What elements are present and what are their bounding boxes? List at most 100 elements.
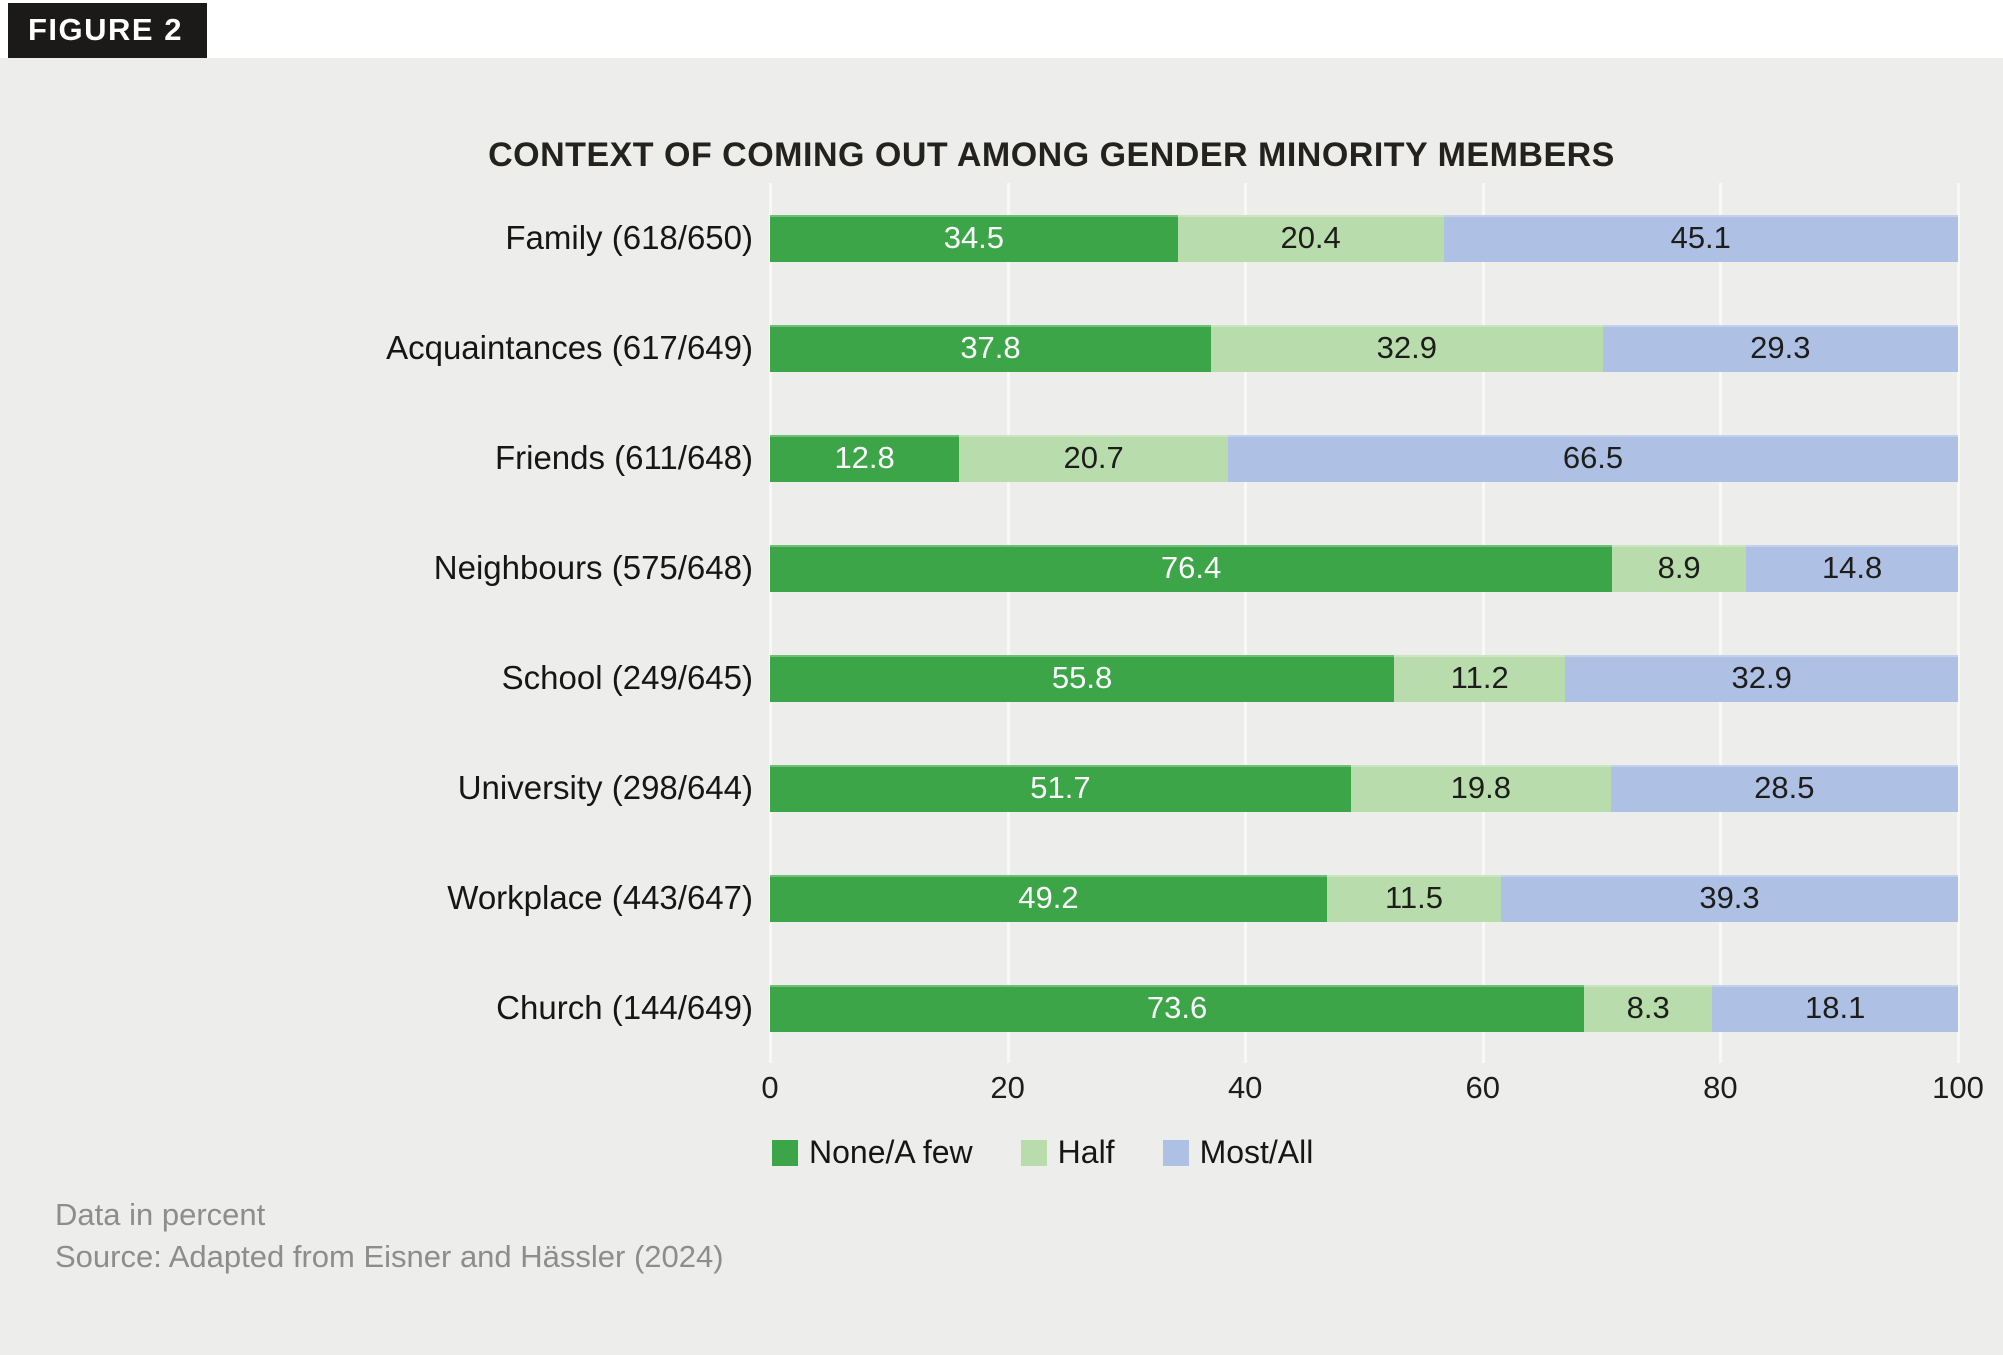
bar-segment-none-a-few: 49.2 xyxy=(770,874,1327,922)
figure-badge: FIGURE 2 xyxy=(8,3,207,58)
value-label: 28.5 xyxy=(1754,770,1815,805)
legend-item-none-a-few: None/A few xyxy=(772,1134,973,1171)
gridline-40 xyxy=(1244,183,1248,1063)
legend-item-most-all: Most/All xyxy=(1162,1134,1314,1171)
stacked-bar: 55.8 11.2 32.9 xyxy=(770,654,1958,702)
x-axis-tick: 80 xyxy=(1703,1070,1738,1105)
category-label: Family (618/650) xyxy=(505,219,753,256)
category-label: Church (144/649) xyxy=(496,989,753,1026)
bar-segment-most-all: 28.5 xyxy=(1610,764,1958,812)
bar-segment-half: 11.2 xyxy=(1394,654,1566,702)
value-label: 51.7 xyxy=(1030,770,1091,805)
bar-segment-none-a-few: 37.8 xyxy=(770,324,1211,372)
bar-segment-most-all: 45.1 xyxy=(1443,214,1958,262)
bar-row: Workplace (443/647) 49.2 11.5 39.3 xyxy=(0,843,1958,953)
value-label: 39.3 xyxy=(1699,880,1760,915)
bar-segment-none-a-few: 76.4 xyxy=(770,544,1613,592)
category-label: University (298/644) xyxy=(457,769,753,806)
value-label: 8.9 xyxy=(1657,550,1701,585)
plot-gridlines xyxy=(769,183,1960,1063)
value-label: 29.3 xyxy=(1750,330,1811,365)
footer: Data in percent Source: Adapted from Eis… xyxy=(55,1194,724,1278)
bar-row: Family (618/650) 34.5 20.4 45.1 xyxy=(0,183,1958,293)
value-label: 32.9 xyxy=(1731,660,1792,695)
value-label: 11.2 xyxy=(1450,660,1509,695)
legend-swatch-half xyxy=(1020,1139,1047,1166)
value-label: 32.9 xyxy=(1376,330,1437,365)
category-label: Acquaintances (617/649) xyxy=(386,329,753,366)
chart-title: CONTEXT OF COMING OUT AMONG GENDER MINOR… xyxy=(488,136,1615,174)
value-label: 55.8 xyxy=(1051,660,1113,695)
bar-segment-half: 19.8 xyxy=(1350,764,1611,812)
x-axis: 0 20 40 60 80 100 xyxy=(761,1070,1983,1110)
stacked-bar: 73.6 8.3 18.1 xyxy=(770,984,1958,1032)
category-label: Workplace (443/647) xyxy=(447,879,753,916)
legend-swatch-none-a-few xyxy=(772,1139,798,1166)
bar-segment-half: 8.9 xyxy=(1612,544,1747,592)
legend-swatch-most-all xyxy=(1162,1139,1189,1166)
legend-label: None/A few xyxy=(809,1134,973,1170)
legend: None/A few Half Most/All xyxy=(772,1134,1313,1171)
value-label: 73.6 xyxy=(1146,990,1208,1025)
stacked-bar: 12.8 20.7 66.5 xyxy=(770,434,1958,482)
stacked-bar: 49.2 11.5 39.3 xyxy=(770,874,1958,922)
value-label: 20.7 xyxy=(1063,440,1124,475)
bar-segment-most-all: 66.5 xyxy=(1228,434,1958,482)
bar-row: Church (144/649) 73.6 8.3 18.1 xyxy=(0,953,1958,1063)
x-axis-tick: 60 xyxy=(1465,1070,1501,1105)
value-label: 14.8 xyxy=(1821,550,1883,585)
bar-segment-half: 11.5 xyxy=(1326,874,1502,922)
bar-row: Neighbours (575/648) 76.4 8.9 14.8 xyxy=(0,513,1958,623)
value-label: 8.3 xyxy=(1626,990,1670,1025)
bar-segment-half: 20.4 xyxy=(1177,214,1444,262)
footer-source: Source: Adapted from Eisner and Hässler … xyxy=(55,1239,724,1274)
value-label: 34.5 xyxy=(943,220,1005,255)
bar-segment-none-a-few: 51.7 xyxy=(770,764,1351,812)
stacked-bar: 37.8 32.9 29.3 xyxy=(770,324,1959,372)
value-label: 45.1 xyxy=(1670,220,1731,255)
bar-segment-none-a-few: 34.5 xyxy=(770,214,1178,262)
value-label: 76.4 xyxy=(1160,550,1222,585)
gridline-60 xyxy=(1481,183,1485,1063)
x-axis-tick: 20 xyxy=(990,1070,1025,1105)
bar-segment-most-all: 29.3 xyxy=(1602,324,1959,372)
category-label: School (249/645) xyxy=(501,659,753,696)
value-label: 20.4 xyxy=(1280,220,1341,255)
category-label: Neighbours (575/648) xyxy=(433,549,753,586)
legend-label: Most/All xyxy=(1199,1134,1314,1170)
bar-segment-most-all: 14.8 xyxy=(1746,544,1958,592)
gridline-100 xyxy=(1957,183,1960,1063)
stacked-bar: 76.4 8.9 14.8 xyxy=(770,544,1958,592)
bar-row: University (298/644) 51.7 19.8 28.5 xyxy=(0,733,1958,843)
bar-rows: Family (618/650) 34.5 20.4 45.1 Acquaintance… xyxy=(0,183,1959,1063)
gridline-80 xyxy=(1719,183,1723,1063)
value-label: 18.1 xyxy=(1804,990,1866,1025)
bar-segment-half: 32.9 xyxy=(1210,324,1603,372)
legend-item-half: Half xyxy=(1020,1134,1115,1171)
value-label: 49.2 xyxy=(1018,880,1079,915)
legend-label: Half xyxy=(1057,1134,1115,1170)
bar-row: Acquaintances (617/649) 37.8 32.9 29.3 xyxy=(0,293,1959,403)
bar-row: Friends (611/648) 12.8 20.7 66.5 xyxy=(0,403,1958,513)
stacked-bar: 51.7 19.8 28.5 xyxy=(770,764,1958,812)
bar-segment-none-a-few: 73.6 xyxy=(770,984,1585,1032)
bar-segment-most-all: 32.9 xyxy=(1565,654,1958,702)
chart-panel: CONTEXT OF COMING OUT AMONG GENDER MINOR… xyxy=(0,58,2003,1355)
bar-segment-half: 8.3 xyxy=(1584,984,1713,1032)
bar-segment-most-all: 18.1 xyxy=(1712,984,1958,1032)
bar-segment-most-all: 39.3 xyxy=(1501,874,1958,922)
x-axis-tick: 0 xyxy=(761,1070,779,1105)
bar-segment-none-a-few: 55.8 xyxy=(770,654,1395,702)
value-label: 12.8 xyxy=(834,440,895,475)
top-strip: FIGURE 2 xyxy=(0,0,2003,58)
bar-segment-none-a-few: 12.8 xyxy=(770,434,960,482)
gridline-0 xyxy=(769,183,772,1063)
value-label: 66.5 xyxy=(1562,440,1624,475)
gridline-20 xyxy=(1006,183,1010,1063)
footer-note: Data in percent xyxy=(55,1197,266,1232)
bar-segment-half: 20.7 xyxy=(959,434,1229,482)
bar-row: School (249/645) 55.8 11.2 32.9 xyxy=(0,623,1958,733)
stacked-bar: 34.5 20.4 45.1 xyxy=(770,214,1958,262)
value-label: 19.8 xyxy=(1450,770,1511,805)
